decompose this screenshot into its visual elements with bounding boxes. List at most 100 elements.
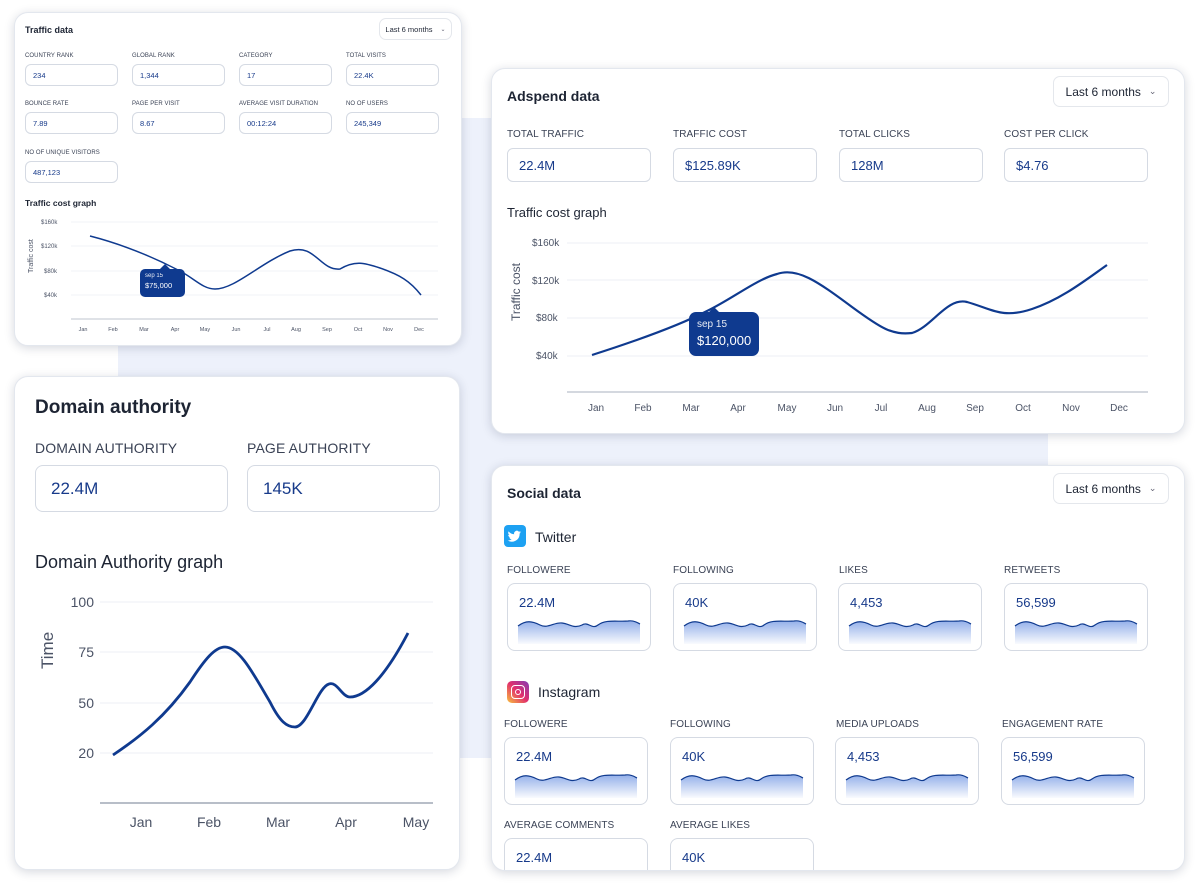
period-label: Last 6 months <box>1065 481 1141 496</box>
stat-value-text: 22.4M <box>516 850 553 865</box>
social-title: Social data <box>507 485 581 501</box>
x-tick-label: Sep <box>966 403 984 414</box>
social-stat-card: 40K <box>670 838 814 870</box>
stat-label: TRAFFIC COST <box>673 129 747 140</box>
tooltip-date: sep 15 <box>145 273 164 279</box>
instagram-label: Instagram <box>538 684 601 700</box>
sparkline-area <box>681 774 803 798</box>
y-tick-label: $160k <box>41 220 58 226</box>
chart-tooltip: sep 15 $120,000 <box>689 307 759 356</box>
y-tick-label: 20 <box>78 745 94 761</box>
social-stat-card: 22.4M <box>507 583 651 651</box>
x-tick-label: Mar <box>682 403 700 414</box>
x-tick-label: Nov <box>383 327 393 333</box>
x-tick-label: Jul <box>263 327 270 333</box>
x-tick-label: Mar <box>139 327 149 333</box>
traffic-period-dropdown[interactable]: Last 6 months ⌄ <box>379 18 452 40</box>
stat-value: 234 <box>25 64 118 86</box>
sparkline-area <box>515 774 637 798</box>
sparkline-area <box>846 774 968 798</box>
stat-value-text: 56,599 <box>1016 595 1056 610</box>
x-tick-label: May <box>200 327 211 333</box>
stat-value: 1,344 <box>132 64 225 86</box>
social-stat-card: 56,599 <box>1001 737 1145 805</box>
sparkline-line <box>845 774 969 782</box>
sparkline-area <box>518 620 640 644</box>
stat-value-text: 17 <box>247 70 256 80</box>
stat-value: 245,349 <box>346 112 439 134</box>
y-tick-label: $120k <box>41 244 58 250</box>
x-tick-label: Aug <box>918 403 936 414</box>
domain-graph-title: Domain Authority graph <box>35 552 224 572</box>
stat-label: FOLLOWING <box>673 565 734 576</box>
social-stat-card: 4,453 <box>838 583 982 651</box>
series-line <box>591 264 1108 357</box>
y-tick-label: $160k <box>532 238 560 249</box>
x-tick-label: Mar <box>266 814 290 830</box>
y-tick-label: 50 <box>78 695 94 711</box>
sparkline <box>848 620 972 644</box>
stat-value: 7.89 <box>25 112 118 134</box>
stat-label: DOMAIN AUTHORITY <box>35 440 178 456</box>
stat-value-text: 22.4K <box>354 70 374 80</box>
y-tick-label: $40k <box>536 351 559 362</box>
traffic-graph-title: Traffic cost graph <box>25 198 97 208</box>
chevron-down-icon: ⌄ <box>1148 86 1157 96</box>
social-period-dropdown[interactable]: Last 6 months ⌄ <box>1053 473 1169 504</box>
sparkline-line <box>1014 620 1138 628</box>
x-tick-label: Jul <box>875 403 888 414</box>
x-tick-label: Apr <box>171 327 180 333</box>
stat-value: 00:12:24 <box>239 112 332 134</box>
stat-label: MEDIA UPLOADS <box>836 719 919 730</box>
sparkline <box>514 774 638 798</box>
stat-value-text: 40K <box>682 850 706 865</box>
adspend-period-dropdown[interactable]: Last 6 months ⌄ <box>1053 76 1169 107</box>
stat-value-text: 8.67 <box>140 118 155 128</box>
sparkline-line <box>848 620 972 628</box>
period-label: Last 6 months <box>1065 84 1141 99</box>
stat-value-text: 56,599 <box>1013 749 1053 764</box>
stat-label: GLOBAL RANK <box>132 53 175 59</box>
stat-value-text: $4.76 <box>1016 157 1049 173</box>
stat-value-text: 22.4M <box>51 478 99 498</box>
stat-label: RETWEETS <box>1004 565 1061 576</box>
x-tick-label: Aug <box>291 327 301 333</box>
sparkline-area <box>684 620 806 644</box>
adspend-graph-title: Traffic cost graph <box>507 205 607 220</box>
twitter-icon <box>504 525 526 547</box>
x-tick-label: Jan <box>130 814 153 830</box>
tooltip-date: sep 15 <box>697 319 728 330</box>
stat-value-text: 487,123 <box>33 167 61 177</box>
x-tick-label: Feb <box>634 403 652 414</box>
sparkline <box>845 774 969 798</box>
sparkline <box>1014 620 1138 644</box>
x-tick-label: Nov <box>1062 403 1080 414</box>
tooltip-value: $75,000 <box>145 281 173 290</box>
traffic-cost-chart: $160k $120k $80k $40k Traffic cost Jan F… <box>28 220 438 333</box>
stat-value: $125.89K <box>673 148 817 182</box>
stat-value-text: 40K <box>682 749 706 764</box>
y-axis-label: Traffic cost <box>509 262 523 321</box>
y-tick-label: $80k <box>536 313 559 324</box>
stat-label: TOTAL CLICKS <box>839 129 911 140</box>
stat-value-text: 00:12:24 <box>247 118 277 128</box>
sparkline-line <box>517 620 641 628</box>
y-tick-label: 100 <box>71 594 95 610</box>
stat-value-text: 128M <box>851 157 884 173</box>
domain-authority-card: Domain authority DOMAIN AUTHORITY 22.4M … <box>14 376 460 870</box>
y-tick-label: 75 <box>78 644 94 660</box>
stat-label: AVERAGE VISIT DURATION <box>239 101 319 107</box>
sparkline <box>517 620 641 644</box>
stat-label: ENGAGEMENT RATE <box>1002 719 1104 730</box>
y-tick-label: $40k <box>44 293 58 299</box>
x-tick-label: Sep <box>322 327 332 333</box>
stat-value: 22.4M <box>35 465 228 512</box>
stat-label: CATEGORY <box>239 53 273 59</box>
stat-value: 22.4K <box>346 64 439 86</box>
x-tick-label: Oct <box>354 327 363 333</box>
stat-value: 128M <box>839 148 983 182</box>
stat-label: NO OF USERS <box>346 101 388 107</box>
social-stat-card: 56,599 <box>1004 583 1148 651</box>
x-tick-label: Feb <box>108 327 117 333</box>
stat-value: 22.4M <box>507 148 651 182</box>
